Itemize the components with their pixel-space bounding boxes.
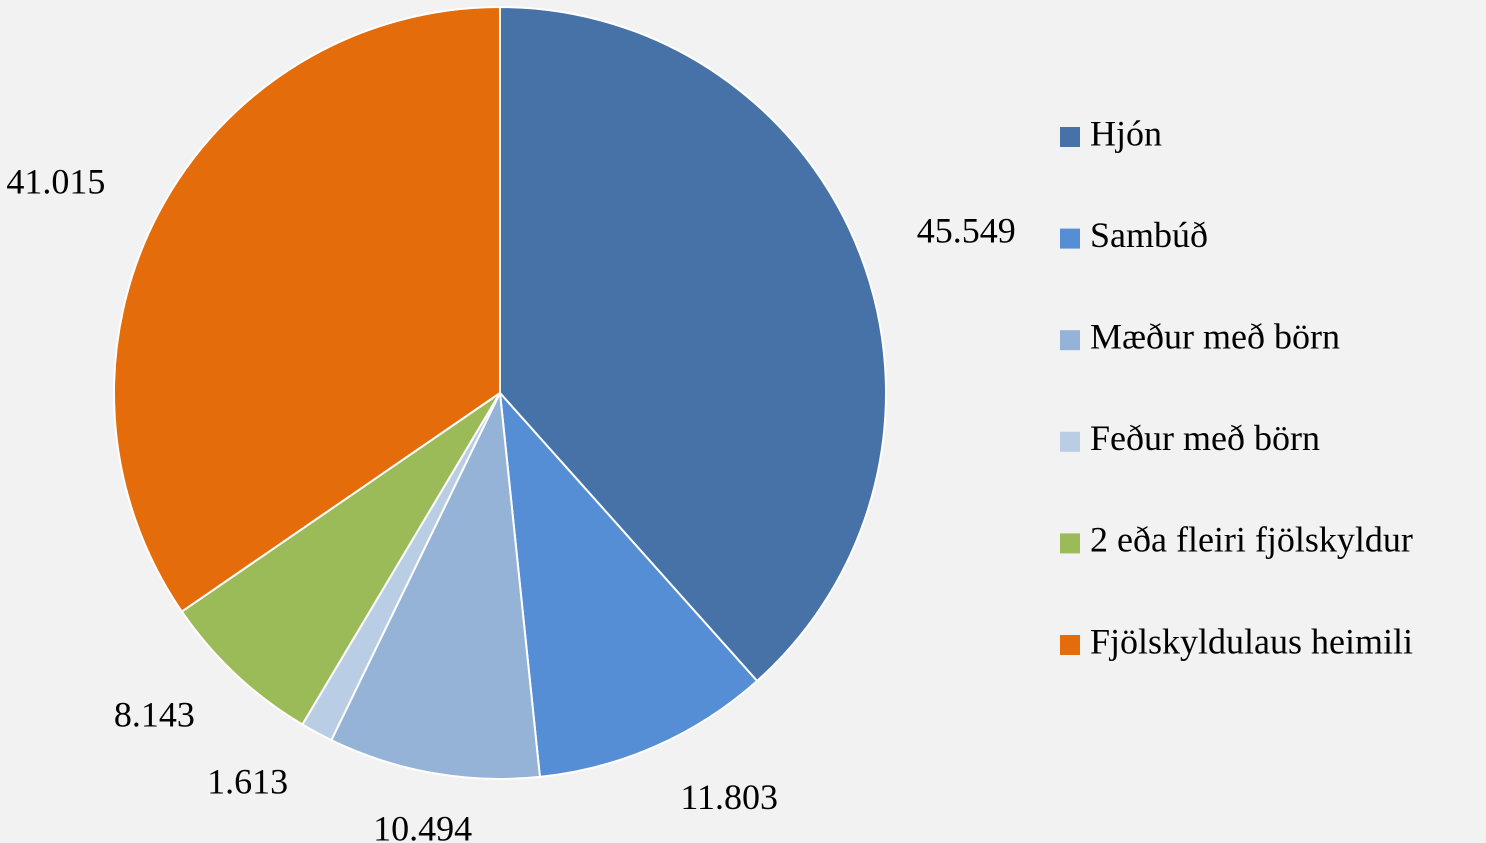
data-label: 11.803 (680, 777, 778, 817)
pie-slice (329, 389, 542, 780)
data-label: 8.143 (114, 695, 195, 735)
legend-swatch (1060, 228, 1080, 249)
legend-label: Hjón (1090, 113, 1162, 153)
pie-slice (180, 392, 501, 726)
legend-label: Feður með börn (1090, 418, 1320, 458)
legend-swatch (1060, 533, 1080, 554)
legend-swatch (1060, 330, 1080, 351)
pie-slice (498, 390, 759, 779)
data-label: 10.494 (373, 809, 472, 843)
legend-label: Mæður með börn (1090, 316, 1340, 356)
data-label: 1.613 (207, 762, 288, 802)
legend-swatch (1060, 635, 1080, 655)
data-label: 45.549 (917, 210, 1016, 250)
legend-swatch (1060, 431, 1080, 452)
legend-label: Sambúð (1090, 215, 1208, 255)
data-label: 41.015 (6, 162, 105, 202)
legend-label: Fjölskyldulaus heimili (1090, 621, 1413, 661)
legend-label: 2 eða fleiri fjölskyldur (1090, 520, 1413, 560)
pie-slice (113, 5, 501, 613)
legend-swatch (1060, 127, 1080, 147)
pie-slice (499, 5, 887, 683)
